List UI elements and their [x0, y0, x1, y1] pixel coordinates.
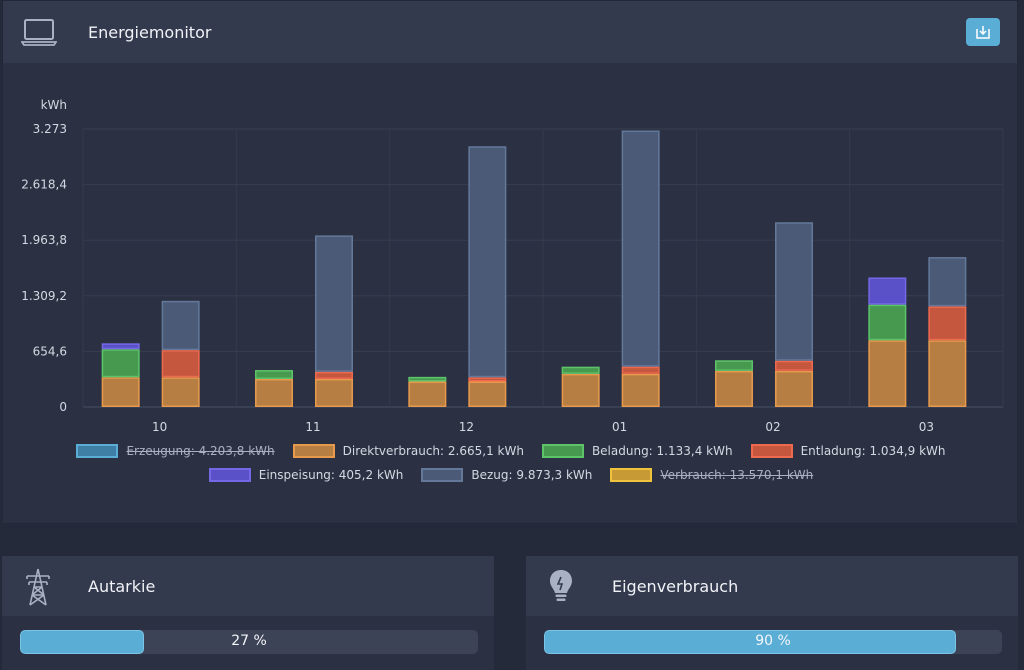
y-tick-label: 3.273: [33, 122, 67, 136]
legend-label: Direktverbrauch: 2.665,1 kWh: [342, 444, 524, 458]
autarkie-header: Autarkie: [2, 556, 494, 616]
bar-direktverbrauch-01[interactable]: [621, 373, 660, 407]
bar-bezug-10[interactable]: [161, 300, 200, 351]
legend-label: Einspeisung: 405,2 kWh: [258, 468, 404, 482]
x-tick-label: 10: [152, 420, 167, 434]
legend-item[interactable]: Entladung: 1.034,9 kWh: [750, 444, 946, 458]
legend-swatch: [610, 468, 653, 482]
chart-legend-row-2: Einspeisung: 405,2 kWh Bezug: 9.873,3 kWh…: [3, 468, 1019, 482]
download-button[interactable]: [966, 18, 1000, 46]
power-tower-icon: [26, 568, 50, 606]
eigenverbrauch-percent-label: 90 %: [755, 633, 791, 649]
legend-swatch: [750, 444, 793, 458]
bar-beladung-10[interactable]: [101, 349, 140, 378]
x-tick-label: 02: [765, 420, 780, 434]
y-tick-label: 1.309,2: [21, 289, 67, 303]
legend-item[interactable]: Beladung: 1.133,4 kWh: [541, 444, 733, 458]
x-tick-label: 01: [612, 420, 627, 434]
legend-label: Entladung: 1.034,9 kWh: [800, 444, 946, 458]
eigenverbrauch-progress-bar: 90 %: [544, 630, 1002, 654]
legend-label: Verbrauch: 13.570,1 kWh: [660, 468, 814, 482]
bar-direktverbrauch-11[interactable]: [315, 378, 353, 408]
light-bulb-icon: [550, 570, 572, 601]
x-tick-label: 12: [459, 420, 474, 434]
x-tick-label: 03: [919, 420, 934, 434]
autarkie-percent-label: 27 %: [231, 633, 267, 649]
bar-direktverbrauch-03[interactable]: [928, 340, 967, 407]
bar-beladung-11[interactable]: [255, 370, 293, 379]
autarkie-title: Autarkie: [88, 577, 156, 596]
panel-header: Energiemonitor: [3, 1, 1017, 63]
bar-bezug-01[interactable]: [621, 130, 660, 367]
autarkie-progress-bar: 27 %: [20, 630, 478, 654]
page-title: Energiemonitor: [88, 23, 212, 42]
legend-swatch: [421, 468, 464, 482]
bar-direktverbrauch-10[interactable]: [161, 377, 200, 407]
bar-beladung-02[interactable]: [715, 360, 753, 371]
y-tick-label: 0: [59, 400, 67, 414]
y-tick-label: 654,6: [33, 344, 67, 358]
bar-entladung-02[interactable]: [775, 360, 813, 371]
legend-label: Bezug: 9.873,3 kWh: [471, 468, 593, 482]
bar-beladung-01[interactable]: [561, 366, 600, 374]
laptop-icon: [21, 19, 57, 46]
legend-item[interactable]: Verbrauch: 13.570,1 kWh: [610, 468, 813, 482]
eigenverbrauch-title: Eigenverbrauch: [612, 577, 739, 596]
x-tick-label: 11: [305, 420, 320, 434]
legend-swatch: [541, 444, 584, 458]
bar-direktverbrauch-11[interactable]: [255, 378, 293, 408]
bar-beladung-03[interactable]: [868, 304, 907, 341]
y-axis-unit-label: kWh: [41, 98, 67, 112]
bar-direktverbrauch-12[interactable]: [468, 381, 507, 408]
bar-direktverbrauch-01[interactable]: [561, 373, 600, 407]
bar-bezug-03[interactable]: [928, 257, 967, 307]
bar-einspeisung-03[interactable]: [868, 277, 907, 305]
bar-entladung-01[interactable]: [621, 366, 660, 374]
autarkie-progress-fill: [20, 630, 144, 654]
y-tick-label: 1.963,8: [21, 233, 67, 247]
autarkie-panel: Autarkie 27 %: [2, 556, 494, 670]
eigenverbrauch-header: Eigenverbrauch: [526, 556, 1018, 616]
download-icon: [976, 26, 990, 39]
bar-chart: kWh 0 654,6 1.309,2 1.963,8 2.618,4 3.273 10 11…: [21, 98, 1004, 434]
bar-entladung-10[interactable]: [161, 350, 200, 378]
legend-swatch: [76, 444, 119, 458]
legend-item[interactable]: Direktverbrauch: 2.665,1 kWh: [292, 444, 524, 458]
bar-einspeisung-10[interactable]: [101, 343, 140, 350]
legend-swatch: [208, 468, 251, 482]
bar-bezug-11[interactable]: [315, 235, 353, 372]
bar-direktverbrauch-02[interactable]: [715, 370, 753, 407]
bar-entladung-12[interactable]: [468, 377, 507, 382]
legend-item[interactable]: Erzeugung: 4.203,8 kWh: [76, 444, 275, 458]
legend-label: Beladung: 1.133,4 kWh: [591, 444, 733, 458]
chart-legend: Erzeugung: 4.203,8 kWh Direktverbrauch: 2…: [3, 444, 1019, 458]
bar-direktverbrauch-03[interactable]: [868, 340, 907, 407]
bar-bezug-02[interactable]: [775, 222, 813, 361]
eigenverbrauch-progress-fill: [544, 630, 957, 654]
y-tick-label: 2.618,4: [21, 178, 67, 192]
bar-direktverbrauch-10[interactable]: [101, 377, 140, 407]
bar-direktverbrauch-02[interactable]: [775, 370, 813, 407]
energy-chart-panel: Energiemonitor kWh 0 654,6 1.309,2 1.963,8 2…: [2, 0, 1018, 524]
bar-entladung-11[interactable]: [315, 371, 353, 379]
bar-beladung-12[interactable]: [408, 376, 447, 382]
bar-entladung-03[interactable]: [928, 306, 967, 341]
bar-bezug-12[interactable]: [468, 146, 507, 378]
eigenverbrauch-panel: Eigenverbrauch 90 %: [526, 556, 1018, 670]
legend-label: Erzeugung: 4.203,8 kWh: [126, 444, 275, 458]
legend-swatch: [292, 444, 335, 458]
legend-item[interactable]: Einspeisung: 405,2 kWh: [208, 468, 404, 482]
bar-direktverbrauch-12[interactable]: [408, 381, 447, 408]
legend-item[interactable]: Bezug: 9.873,3 kWh: [421, 468, 592, 482]
